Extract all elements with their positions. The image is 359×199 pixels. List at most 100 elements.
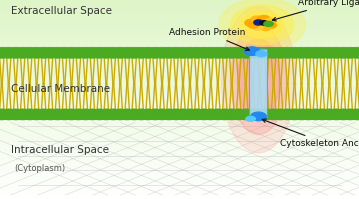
- Circle shape: [41, 109, 61, 120]
- Bar: [0, 147, 359, 149]
- Bar: [0, 167, 359, 169]
- Circle shape: [27, 47, 47, 58]
- Circle shape: [96, 47, 116, 58]
- Circle shape: [215, 109, 235, 120]
- Text: Arbitrary Ligand: Arbitrary Ligand: [272, 0, 359, 21]
- Bar: [0, 54, 359, 56]
- Circle shape: [166, 109, 186, 120]
- Circle shape: [253, 24, 263, 30]
- Bar: [0, 94, 359, 96]
- Circle shape: [215, 47, 235, 58]
- Circle shape: [340, 109, 359, 120]
- Bar: [0, 90, 359, 92]
- Circle shape: [75, 109, 95, 120]
- Bar: [0, 187, 359, 189]
- Circle shape: [229, 109, 249, 120]
- Bar: [0, 32, 359, 34]
- Circle shape: [180, 109, 200, 120]
- Circle shape: [284, 47, 304, 58]
- Bar: [0, 52, 359, 54]
- Bar: [0, 191, 359, 193]
- Circle shape: [110, 109, 130, 120]
- Circle shape: [103, 47, 123, 58]
- Bar: [0, 185, 359, 187]
- Bar: [0, 8, 359, 10]
- Bar: [0, 12, 359, 14]
- Bar: [0, 157, 359, 159]
- Bar: [0, 125, 359, 127]
- Circle shape: [222, 109, 242, 120]
- Circle shape: [173, 109, 193, 120]
- Bar: [0, 42, 359, 44]
- Circle shape: [326, 47, 346, 58]
- Bar: [0, 62, 359, 64]
- Bar: [0, 40, 359, 42]
- Bar: [0, 103, 359, 105]
- Bar: [0, 137, 359, 139]
- Circle shape: [292, 47, 312, 58]
- Bar: [0, 153, 359, 155]
- Bar: [0, 135, 359, 137]
- Bar: [0, 48, 359, 50]
- Bar: [0, 107, 359, 109]
- Circle shape: [0, 47, 19, 58]
- Circle shape: [103, 109, 123, 120]
- Bar: [0, 74, 359, 76]
- Circle shape: [201, 109, 221, 120]
- Circle shape: [243, 47, 263, 58]
- Circle shape: [13, 109, 33, 120]
- Bar: [0, 119, 359, 121]
- Bar: [0, 155, 359, 157]
- Text: Cellular Membrane: Cellular Membrane: [11, 84, 110, 94]
- Circle shape: [20, 47, 40, 58]
- Bar: [0, 127, 359, 129]
- Circle shape: [194, 109, 214, 120]
- Bar: [0, 18, 359, 20]
- Bar: [0, 161, 359, 163]
- Bar: [0, 2, 359, 4]
- Bar: [0, 171, 359, 173]
- Circle shape: [180, 47, 200, 58]
- Circle shape: [257, 109, 277, 120]
- Bar: [0, 72, 359, 74]
- Bar: [0, 183, 359, 185]
- Bar: [0, 169, 359, 171]
- Circle shape: [261, 25, 271, 31]
- Bar: [0, 195, 359, 197]
- Circle shape: [159, 109, 179, 120]
- Bar: [0, 143, 359, 145]
- Circle shape: [333, 109, 353, 120]
- Bar: [0, 149, 359, 151]
- Bar: [0, 113, 359, 115]
- Bar: [0, 86, 359, 88]
- Bar: [0, 133, 359, 135]
- Circle shape: [187, 109, 207, 120]
- Bar: [0, 0, 359, 2]
- Bar: [0, 145, 359, 147]
- Circle shape: [333, 47, 353, 58]
- Circle shape: [222, 47, 242, 58]
- Circle shape: [47, 109, 67, 120]
- Bar: [0, 101, 359, 103]
- Bar: [0, 115, 359, 117]
- Ellipse shape: [219, 0, 305, 52]
- Bar: [0, 131, 359, 133]
- Bar: [0, 38, 359, 40]
- Ellipse shape: [221, 6, 296, 153]
- Bar: [0, 100, 359, 101]
- Bar: [0, 16, 359, 18]
- Circle shape: [0, 47, 12, 58]
- Circle shape: [264, 21, 273, 26]
- Circle shape: [243, 109, 263, 120]
- Bar: [0, 34, 359, 36]
- Circle shape: [244, 47, 260, 56]
- Circle shape: [110, 47, 130, 58]
- Bar: [0, 46, 359, 48]
- Ellipse shape: [230, 25, 286, 135]
- Bar: [0, 121, 359, 123]
- Bar: [0, 92, 359, 94]
- Circle shape: [187, 47, 207, 58]
- Circle shape: [265, 18, 275, 24]
- Circle shape: [260, 21, 268, 25]
- Bar: [0, 197, 359, 199]
